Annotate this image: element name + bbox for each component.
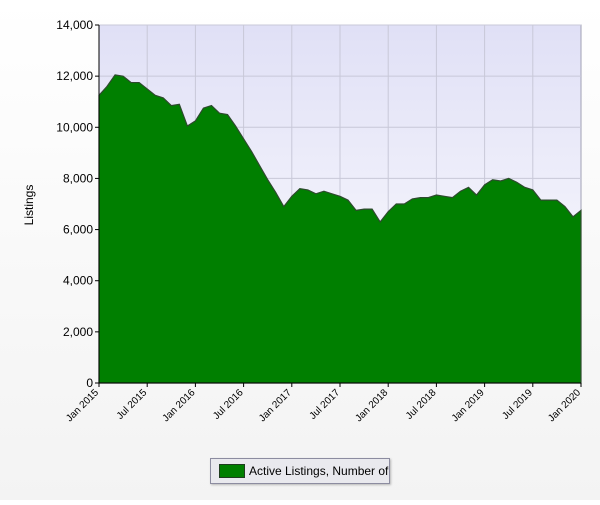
x-tick-label: Jul 2019 xyxy=(500,387,535,422)
x-tick-label: Jan 2018 xyxy=(353,387,390,424)
area-series-layer xyxy=(98,74,582,384)
y-tick-label: 14,000 xyxy=(56,18,93,32)
y-tick-label: 8,000 xyxy=(63,171,93,185)
legend-swatch xyxy=(219,464,245,478)
area-series-active-listings xyxy=(98,74,582,384)
y-tick-labels: 0 2,000 4,000 6,000 8,000 10,000 12,000 14,000 xyxy=(56,18,99,390)
x-tick-label: Jan 2015 xyxy=(64,387,101,424)
y-tick-label: 4,000 xyxy=(63,274,93,288)
legend: Active Listings, Number of xyxy=(210,458,390,484)
y-tick-label: 10,000 xyxy=(56,120,93,134)
x-tick-label: Jan 2016 xyxy=(161,387,198,424)
x-tick-label: Jul 2017 xyxy=(308,387,343,422)
x-tick-label: Jul 2018 xyxy=(404,387,439,422)
y-axis-label: Listings xyxy=(22,185,36,226)
y-tick-label: 2,000 xyxy=(63,325,93,339)
x-tick-label: Jul 2016 xyxy=(211,387,246,422)
x-tick-label: Jan 2020 xyxy=(546,387,583,424)
y-tick-label: 6,000 xyxy=(63,223,93,237)
x-tick-labels: Jan 2015 Jul 2015 Jan 2016 Jul 2016 Jan 2017… xyxy=(64,383,583,424)
y-tick-label: 12,000 xyxy=(56,69,93,83)
x-tick-label: Jan 2019 xyxy=(450,387,487,424)
y-tick-label: 0 xyxy=(86,376,93,390)
x-tick-label: Jul 2015 xyxy=(115,387,150,422)
x-tick-label: Jan 2017 xyxy=(257,387,294,424)
legend-label: Active Listings, Number of xyxy=(249,464,389,478)
